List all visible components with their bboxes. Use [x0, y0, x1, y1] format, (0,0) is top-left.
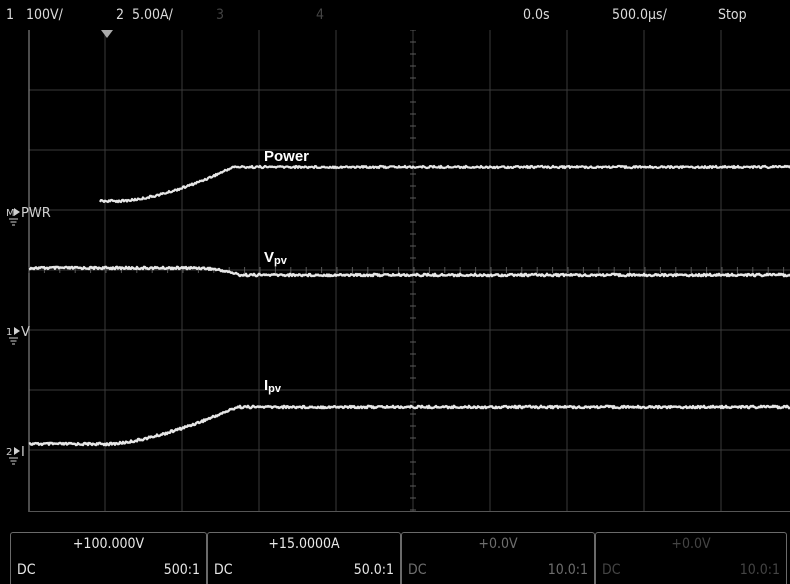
svg-text:M: M — [6, 208, 15, 219]
vpv-label: Vpv — [264, 249, 288, 267]
channel-1-offset: +100.000V — [72, 536, 145, 552]
channel-3-coupling: DC — [408, 562, 427, 578]
channel-4-coupling: DC — [602, 562, 621, 578]
channel-2-coupling: DC — [214, 562, 233, 578]
graticule — [28, 30, 790, 512]
channel-4-info[interactable]: +0.0V DC 10.0:1 — [595, 532, 787, 584]
channel-3-number[interactable]: 3 — [216, 7, 225, 23]
channel-2-probe: 50.0:1 — [353, 562, 394, 578]
ipv-label: Ipv — [264, 377, 282, 395]
channel-4-number[interactable]: 4 — [316, 7, 325, 23]
channel-4-offset: +0.0V — [671, 536, 711, 552]
channel-2-scale[interactable]: 5.00A/ — [132, 7, 173, 23]
svg-text:1: 1 — [6, 327, 12, 338]
channel-3-info[interactable]: +0.0V DC 10.0:1 — [401, 532, 595, 584]
status-bar: 1 100V/ 2 5.00A/ 3 4 0.0s 500.0μs/ Stop — [0, 0, 790, 30]
svg-text:PWR: PWR — [21, 206, 51, 221]
channel-2-offset: +15.0000A — [268, 536, 340, 552]
run-state[interactable]: Stop — [718, 7, 747, 23]
channel-2-number[interactable]: 2 — [116, 7, 125, 23]
svg-text:I: I — [21, 445, 25, 460]
channel-1-coupling: DC — [17, 562, 36, 578]
svg-text:V: V — [21, 325, 30, 340]
power-label: Power — [264, 148, 309, 165]
channel-2-info[interactable]: +15.0000A DC 50.0:1 — [207, 532, 401, 584]
channel-1-probe: 500:1 — [163, 562, 200, 578]
vpv-trace — [28, 265, 790, 278]
channel-2-marker[interactable]: 2 I — [6, 445, 25, 465]
channel-1-number[interactable]: 1 — [6, 7, 15, 23]
channel-1-scale[interactable]: 100V/ — [26, 7, 63, 23]
trigger-position-marker[interactable] — [101, 30, 113, 38]
traces — [28, 164, 790, 447]
channel-3-probe: 10.0:1 — [547, 562, 588, 578]
power-trace — [99, 164, 790, 204]
channel-1-marker[interactable]: 1 V — [6, 325, 30, 345]
svg-text:2: 2 — [6, 447, 12, 458]
time-delay[interactable]: 0.0s — [523, 7, 550, 23]
channel-3-offset: +0.0V — [478, 536, 518, 552]
channel-1-info[interactable]: +100.000V DC 500:1 — [10, 532, 207, 584]
math-channel-marker[interactable]: M PWR — [6, 206, 51, 226]
channel-info-bar: +100.000V DC 500:1 +15.0000A DC 50.0:1 +… — [0, 512, 790, 584]
channel-4-probe: 10.0:1 — [739, 562, 780, 578]
time-scale[interactable]: 500.0μs/ — [612, 7, 667, 23]
ipv-trace — [28, 404, 790, 447]
waveform-display[interactable]: Power Vpv Ipv M PWR 1 V 2 I — [0, 30, 790, 512]
